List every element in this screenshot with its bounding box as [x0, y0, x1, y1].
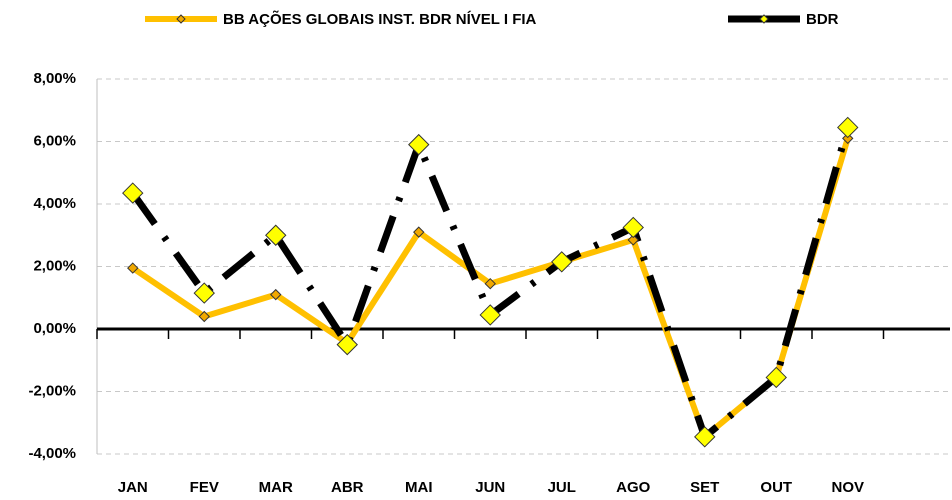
- x-tick-label: SET: [690, 479, 719, 496]
- x-tick-label: NOV: [831, 479, 864, 496]
- point-marker: [270, 288, 282, 301]
- x-tick-label: JUN: [475, 479, 505, 496]
- y-tick-label: -4,00%: [28, 445, 76, 462]
- point-marker: [336, 333, 358, 356]
- point-marker: [265, 224, 287, 246]
- point-marker: [122, 182, 144, 204]
- point-marker: [551, 251, 573, 273]
- point-marker: [413, 226, 425, 238]
- point-marker: [479, 304, 501, 326]
- legend-label: BB AÇÕES GLOBAIS INST. BDR NÍVEL I FIA: [223, 10, 537, 28]
- x-tick-label: JAN: [118, 479, 148, 496]
- point-marker: [694, 426, 716, 448]
- point-marker: [484, 277, 496, 290]
- y-tick-label: -2,00%: [28, 382, 76, 399]
- point-marker: [837, 116, 859, 139]
- legend-marker: [759, 14, 769, 24]
- y-tick-label: 8,00%: [33, 70, 76, 87]
- point-marker: [198, 310, 210, 323]
- point-marker: [842, 132, 854, 145]
- y-tick-label: 4,00%: [33, 195, 76, 212]
- x-tick-label: AGO: [616, 479, 651, 496]
- y-tick-label: 0,00%: [33, 320, 76, 337]
- x-tick-label: JUL: [548, 479, 576, 496]
- point-marker: [193, 282, 215, 304]
- x-tick-label: FEV: [190, 479, 219, 496]
- x-tick-label: MAR: [259, 479, 293, 496]
- legend-label: BDR: [806, 11, 839, 28]
- x-tick-label: OUT: [760, 479, 792, 496]
- x-tick-label: MAI: [405, 479, 433, 496]
- point-marker: [408, 133, 430, 156]
- y-tick-label: 6,00%: [33, 132, 76, 149]
- point-marker: [127, 262, 139, 274]
- legend-marker: [176, 14, 186, 24]
- x-tick-label: ABR: [331, 479, 364, 496]
- point-marker: [627, 234, 639, 246]
- point-marker: [765, 366, 787, 389]
- point-marker: [622, 216, 644, 239]
- y-tick-label: 2,00%: [33, 257, 76, 274]
